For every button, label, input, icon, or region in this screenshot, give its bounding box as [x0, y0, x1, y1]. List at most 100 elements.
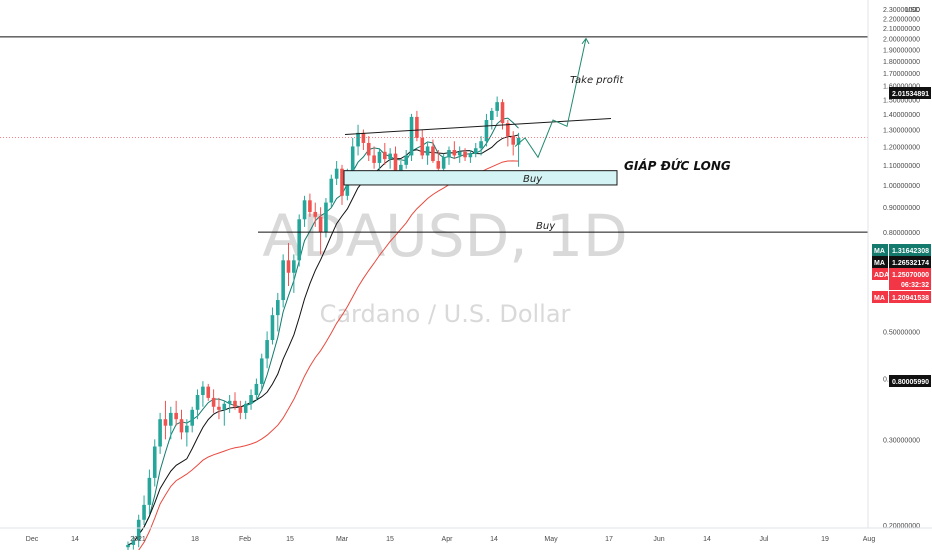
candle: [313, 202, 318, 227]
candle-body: [211, 397, 216, 407]
candle: [179, 409, 184, 440]
price-tick-label: 0.80000000: [883, 230, 920, 237]
time-tick-label: 15: [386, 536, 394, 543]
candle: [190, 406, 194, 433]
candle: [441, 153, 446, 173]
candle-body: [147, 477, 152, 505]
price-tag-box: [889, 291, 931, 303]
price-tick-label: 1.70000000: [883, 71, 920, 78]
candle: [270, 307, 275, 345]
candle: [211, 389, 216, 413]
candle-body: [276, 300, 280, 316]
candle-body: [420, 137, 425, 156]
price-tag-value: 1.25070000: [892, 272, 929, 279]
candle: [495, 96, 499, 117]
candle-body: [179, 419, 184, 433]
candle-body: [506, 123, 510, 137]
candle-body: [243, 403, 248, 413]
candle: [206, 383, 211, 401]
candle: [479, 136, 483, 156]
drawings-layer[interactable]: Take profit Buy Buy GIÁP ĐỨC LONG: [0, 36, 868, 233]
candle-body: [457, 151, 462, 156]
candle-body: [126, 544, 130, 548]
candle: [447, 146, 451, 165]
candlestick-series: [126, 96, 521, 554]
price-tick-label: 1.10000000: [883, 163, 920, 170]
price-tag: 0.80005990: [889, 375, 931, 387]
take-profit-label: Take profit: [570, 75, 624, 86]
candle-body: [377, 151, 382, 163]
candle: [334, 161, 339, 185]
candle-body: [163, 419, 168, 426]
symbol-watermark: ADAUSD, 1D Cardano / U.S. Dollar: [262, 202, 627, 328]
price-tag-box: [889, 256, 931, 268]
time-tick-label: 19: [821, 536, 829, 543]
candle-body: [436, 161, 441, 169]
candle: [152, 439, 157, 487]
buy-zone-box: [343, 170, 618, 186]
time-axis[interactable]: Dec 14 2021 18 Feb 15 Mar 15 Apr 14 May 17 Jun 14 Jul 1…: [0, 527, 932, 543]
candle-body: [441, 157, 446, 169]
candle: [356, 124, 360, 156]
candle-body: [292, 260, 296, 273]
candle: [340, 164, 344, 205]
candle: [490, 107, 494, 130]
price-tick-label: 0.30000000: [883, 437, 920, 444]
candle-body: [297, 219, 301, 261]
price-tag: MA 1.31642308: [872, 244, 931, 256]
price-tick-label: 2.00000000: [883, 37, 920, 44]
candle-body: [468, 153, 473, 158]
candle: [511, 131, 515, 156]
time-tick-label: 14: [490, 536, 498, 543]
price-tick-label: 0.50000000: [883, 329, 920, 336]
candle-body: [313, 211, 318, 217]
price-tag-label: ADAUSD: [874, 272, 904, 279]
price-tag-label: MA: [874, 260, 885, 267]
projection-path: [514, 38, 587, 159]
candle-body: [136, 519, 141, 541]
candle: [468, 149, 473, 163]
time-tick-label: Dec: [26, 536, 39, 543]
candle-body: [388, 153, 392, 160]
candle: [265, 331, 269, 369]
time-tick-label: 14: [71, 536, 79, 543]
candle: [324, 198, 328, 238]
price-tag-label: MA: [874, 248, 885, 255]
currency-label: USD: [905, 7, 920, 14]
price-tick-label: 1.90000000: [883, 47, 920, 54]
candle-body: [249, 395, 253, 404]
price-tag-value: 1.20941538: [892, 295, 929, 302]
candle-body: [169, 412, 173, 426]
candle-body: [490, 110, 494, 121]
candle: [169, 406, 173, 440]
price-tag-label-box: [872, 244, 888, 256]
time-tick-label: Jul: [760, 536, 769, 543]
candle: [254, 378, 259, 401]
candle-body: [238, 406, 243, 413]
candle-body: [190, 409, 194, 426]
price-tick-label: 2.20000000: [883, 16, 920, 23]
candle: [473, 142, 478, 158]
price-tag: 2.01534891: [889, 87, 931, 99]
price-tag-box: [889, 87, 931, 99]
candle-body: [206, 386, 211, 398]
candle: [217, 397, 221, 420]
candle: [366, 136, 371, 162]
candle: [404, 149, 408, 169]
candle: [286, 242, 291, 286]
price-tag-countdown: 06:32:32: [901, 282, 929, 289]
candle-body: [324, 202, 328, 233]
candle: [292, 254, 296, 293]
candle: [329, 174, 334, 208]
candle: [297, 214, 301, 267]
time-tick-label: Apr: [442, 536, 454, 543]
candle-body: [158, 419, 162, 447]
price-tag: MA 1.20941538: [872, 291, 931, 303]
candle: [276, 292, 280, 332]
watermark-symbol: ADAUSD, 1D: [262, 202, 627, 270]
candle: [195, 389, 200, 420]
candle-body: [383, 151, 387, 160]
